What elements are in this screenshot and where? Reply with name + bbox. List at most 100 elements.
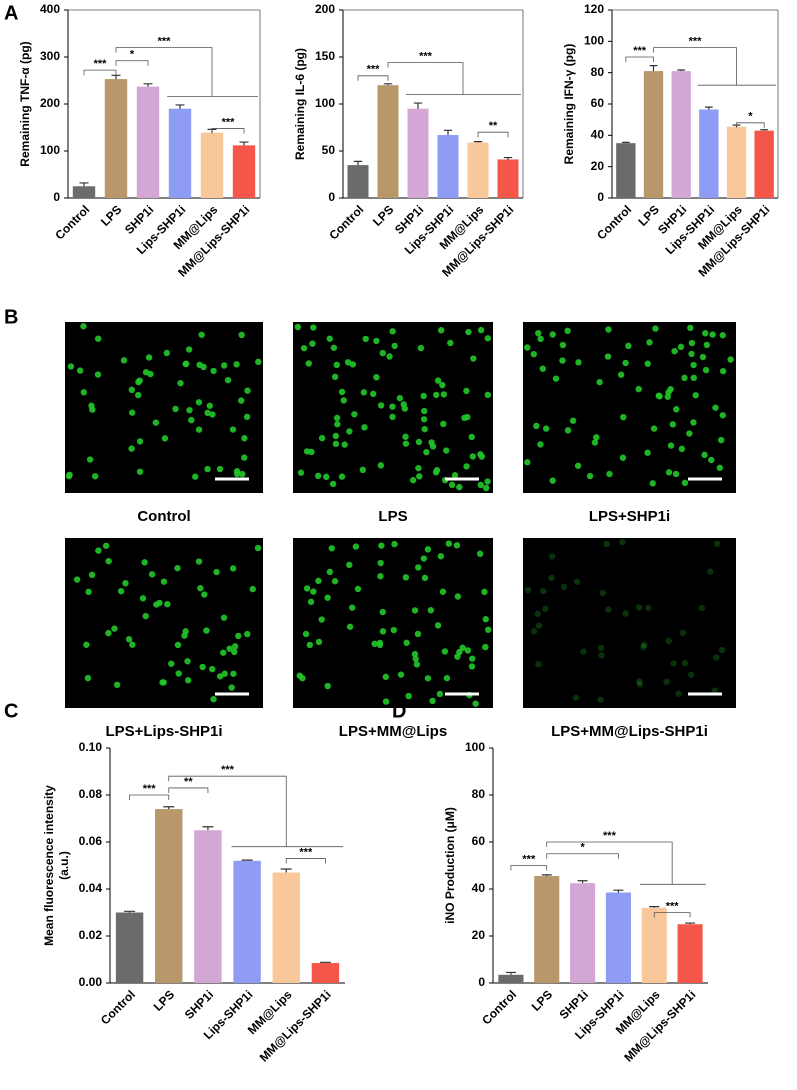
cell [559,341,567,349]
micrograph-label: LPS+Lips-SHP1i [105,723,222,740]
cell [688,339,696,347]
cell [636,678,643,685]
cell [377,462,385,469]
cell [690,419,697,426]
cell [411,650,419,658]
cell [690,361,697,369]
bar [272,872,300,983]
error-bar [685,922,696,925]
y-axis-label: Mean fluorescence intensity [42,785,56,946]
cell [346,623,354,630]
cell [128,386,136,394]
cell [421,425,428,433]
cell [332,440,340,448]
y-tick-label: 40 [472,881,486,895]
micrograph [65,322,263,493]
cell [391,540,398,548]
cell [371,640,378,647]
cell [397,671,405,678]
cell [328,545,335,552]
error-bar [175,104,185,109]
bar [605,892,631,983]
cell [709,331,716,338]
bar [641,907,667,983]
cell [142,369,150,376]
cell [296,672,303,679]
cell [605,326,612,333]
cell [188,416,195,424]
cell [164,600,171,608]
cell [703,341,711,349]
cell [184,658,191,665]
bar [104,79,128,198]
cell [391,342,398,350]
cell [619,454,627,461]
cell [229,565,237,572]
cell [434,377,442,384]
bar [136,86,160,198]
significance-label: *** [633,45,647,57]
y-axis-label: (a.u.) [57,851,71,880]
cell [599,589,606,597]
cell [719,412,726,419]
cell [464,647,472,654]
cell [216,465,224,473]
cell [644,360,651,367]
cell [111,625,118,632]
y-axis-label: Remaining IFN-γ (pg) [562,44,576,165]
cell [574,462,582,469]
cell [524,344,531,351]
cell [379,608,386,616]
cell [483,484,490,492]
x-tick-label: MM@Lips-SHP1i [257,987,334,1064]
significance-bracket [546,841,706,885]
cell [454,593,462,600]
cell [678,445,686,453]
cell [390,626,397,634]
error-bar [649,65,658,72]
significance-label: *** [419,51,433,63]
cell [409,476,417,484]
cell [243,413,251,421]
cell [707,568,714,575]
cell [472,700,479,707]
cell [224,376,232,384]
cell [708,456,715,464]
cell [174,564,181,572]
error-bar [124,910,136,913]
y-tick-label: 300 [40,49,60,63]
cell [373,374,380,381]
cell [95,547,102,554]
bar [168,108,192,198]
error-bar [202,826,214,831]
cell [220,362,228,369]
cell [198,331,205,338]
cell [216,673,224,680]
cell [463,387,470,395]
cell [244,630,251,638]
y-tick-label: 200 [315,2,335,16]
cell [476,550,484,557]
cell [606,470,613,478]
y-tick-label: 400 [40,2,60,16]
cell [141,559,148,566]
cell [415,464,422,472]
bar [437,135,459,198]
cell [477,326,485,334]
cell [537,441,544,448]
y-tick-label: 150 [315,49,335,63]
cell [302,630,310,638]
cell [199,663,206,671]
significance-label: *** [143,783,157,795]
cell [332,432,340,440]
cell [386,353,393,360]
cell [128,445,135,452]
cell [249,585,256,593]
bar [570,883,596,983]
cell [448,481,456,489]
bar [699,109,719,198]
bar [726,126,747,198]
cell [542,425,550,432]
y-tick-label: 20 [472,928,486,942]
cell [524,586,532,594]
